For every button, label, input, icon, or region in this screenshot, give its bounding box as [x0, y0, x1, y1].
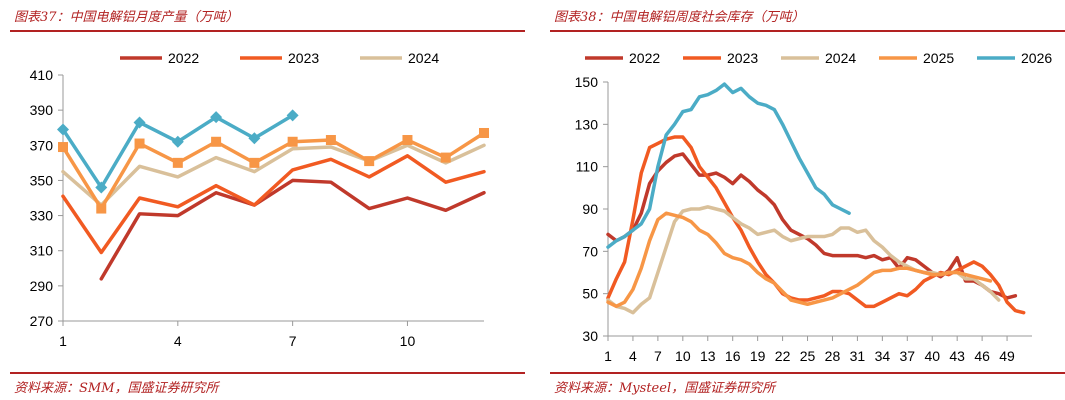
- right-x-tick-label: 31: [850, 348, 866, 364]
- left-legend-label-1: 2023: [288, 50, 319, 66]
- left-series-point-3: [402, 135, 413, 146]
- right-x-tick-label: 16: [725, 348, 741, 364]
- right-legend-label-1: 2023: [727, 50, 758, 66]
- left-x-tick-label: 7: [289, 333, 297, 349]
- left-series-point-3: [211, 136, 222, 147]
- left-series-point-3: [172, 157, 183, 168]
- left-series-line-1: [61, 154, 486, 255]
- right-chart-title: 图表38：中国电解铝周度社会库存（万吨）: [554, 10, 805, 25]
- right-y-tick-label: 150: [575, 74, 599, 90]
- right-series-line-0: [606, 152, 1018, 300]
- right-x-tick-label: 10: [675, 348, 691, 364]
- right-x-tick-label: 37: [900, 348, 916, 364]
- right-chart-source: 资料来源：Mysteel，国盛证券研究所: [554, 381, 776, 396]
- left-series-point-4: [133, 116, 146, 129]
- right-x-tick-label: 28: [825, 348, 841, 364]
- right-x-tick-label: 25: [800, 348, 816, 364]
- left-series-point-4: [286, 109, 299, 122]
- left-chart-svg: 270 290 310 330 350 370 390 410 1 4 7 10 2022 2023 202…: [30, 50, 489, 349]
- left-y-tick-label: 330: [30, 208, 54, 224]
- right-x-tick-label: 46: [974, 348, 990, 364]
- right-y-tick-label: 70: [582, 243, 598, 259]
- right-series-line-4: [606, 82, 851, 249]
- left-series-point-4: [57, 123, 69, 136]
- right-x-tick-label: 4: [629, 348, 637, 364]
- right-x-tick-label: 34: [875, 348, 891, 364]
- left-series-point-3: [364, 156, 375, 167]
- left-title-rule: [10, 30, 525, 32]
- right-y-tick-label: 130: [575, 116, 599, 132]
- left-series-point-3: [249, 157, 260, 168]
- left-legend-label-0: 2022: [168, 50, 199, 66]
- left-x-tick-label: 4: [174, 333, 182, 349]
- right-x-tick-label: 13: [700, 348, 716, 364]
- left-chart-title: 图表37：中国电解铝月度产量（万吨）: [14, 10, 239, 25]
- right-x-tick-label: 7: [654, 348, 662, 364]
- right-y-tick-label: 110: [576, 159, 599, 175]
- left-y-tick-label: 350: [30, 172, 54, 188]
- left-series-line-0: [99, 178, 486, 281]
- left-legend-label-2: 2024: [408, 50, 439, 66]
- left-y-tick-label: 410: [30, 67, 54, 83]
- left-chart-source: 资料来源：SMM，国盛证券研究所: [14, 381, 219, 396]
- right-y-tick-label: 30: [582, 328, 598, 344]
- left-y-tick-label: 370: [30, 137, 54, 153]
- left-series-point-3: [440, 152, 451, 163]
- right-chart-panel: 图表38：中国电解铝周度社会库存（万吨） 30 50 70 90 110 130 150 1 4…: [540, 0, 1065, 400]
- left-source-rule: [10, 372, 525, 374]
- right-title-rule: [550, 30, 1065, 32]
- right-x-tick-label: 43: [949, 348, 965, 364]
- right-series-line-3: [606, 211, 993, 309]
- left-series-line-3: [61, 131, 486, 211]
- right-source-rule: [550, 372, 1065, 374]
- left-series-point-3: [479, 127, 489, 138]
- left-series-point-4: [210, 111, 223, 124]
- right-x-tick-label: 40: [924, 348, 940, 364]
- right-x-tick-label: 22: [775, 348, 791, 364]
- left-series-point-3: [287, 136, 298, 147]
- left-series-point-3: [134, 138, 145, 149]
- left-y-tick-label: 390: [30, 102, 54, 118]
- left-series-line-2: [61, 143, 486, 207]
- right-x-tick-label: 19: [750, 348, 766, 364]
- left-x-tick-label: 1: [59, 333, 67, 349]
- right-legend-label-2: 2024: [825, 50, 856, 66]
- right-chart-svg: 30 50 70 90 110 130 150 1 4 7 10 13 16 19 22 25 28 31 34 37…: [575, 50, 1053, 364]
- left-x-tick-label: 10: [400, 333, 416, 349]
- right-series-line-1: [606, 135, 1026, 315]
- left-series-point-3: [325, 135, 336, 146]
- left-y-tick-label: 290: [30, 278, 54, 294]
- right-legend-label-3: 2025: [923, 50, 954, 66]
- left-chart-panel: 图表37：中国电解铝月度产量（万吨） 270 290 310 330 350 370 390…: [0, 0, 525, 400]
- left-series-point-4: [248, 132, 261, 145]
- left-y-tick-label: 310: [30, 243, 54, 259]
- right-x-tick-label: 49: [999, 348, 1015, 364]
- right-x-tick-label: 1: [604, 348, 612, 364]
- left-series-point-3: [58, 142, 68, 153]
- right-legend-label-0: 2022: [629, 50, 660, 66]
- right-y-tick-label: 90: [582, 201, 598, 217]
- left-series-point-3: [96, 203, 107, 214]
- right-series-line-2: [606, 205, 1001, 315]
- left-series-point-4: [171, 135, 184, 148]
- left-series-point-4: [95, 181, 108, 194]
- left-y-tick-label: 270: [30, 313, 54, 329]
- right-legend-label-4: 2026: [1021, 50, 1052, 66]
- right-y-tick-label: 50: [582, 286, 598, 302]
